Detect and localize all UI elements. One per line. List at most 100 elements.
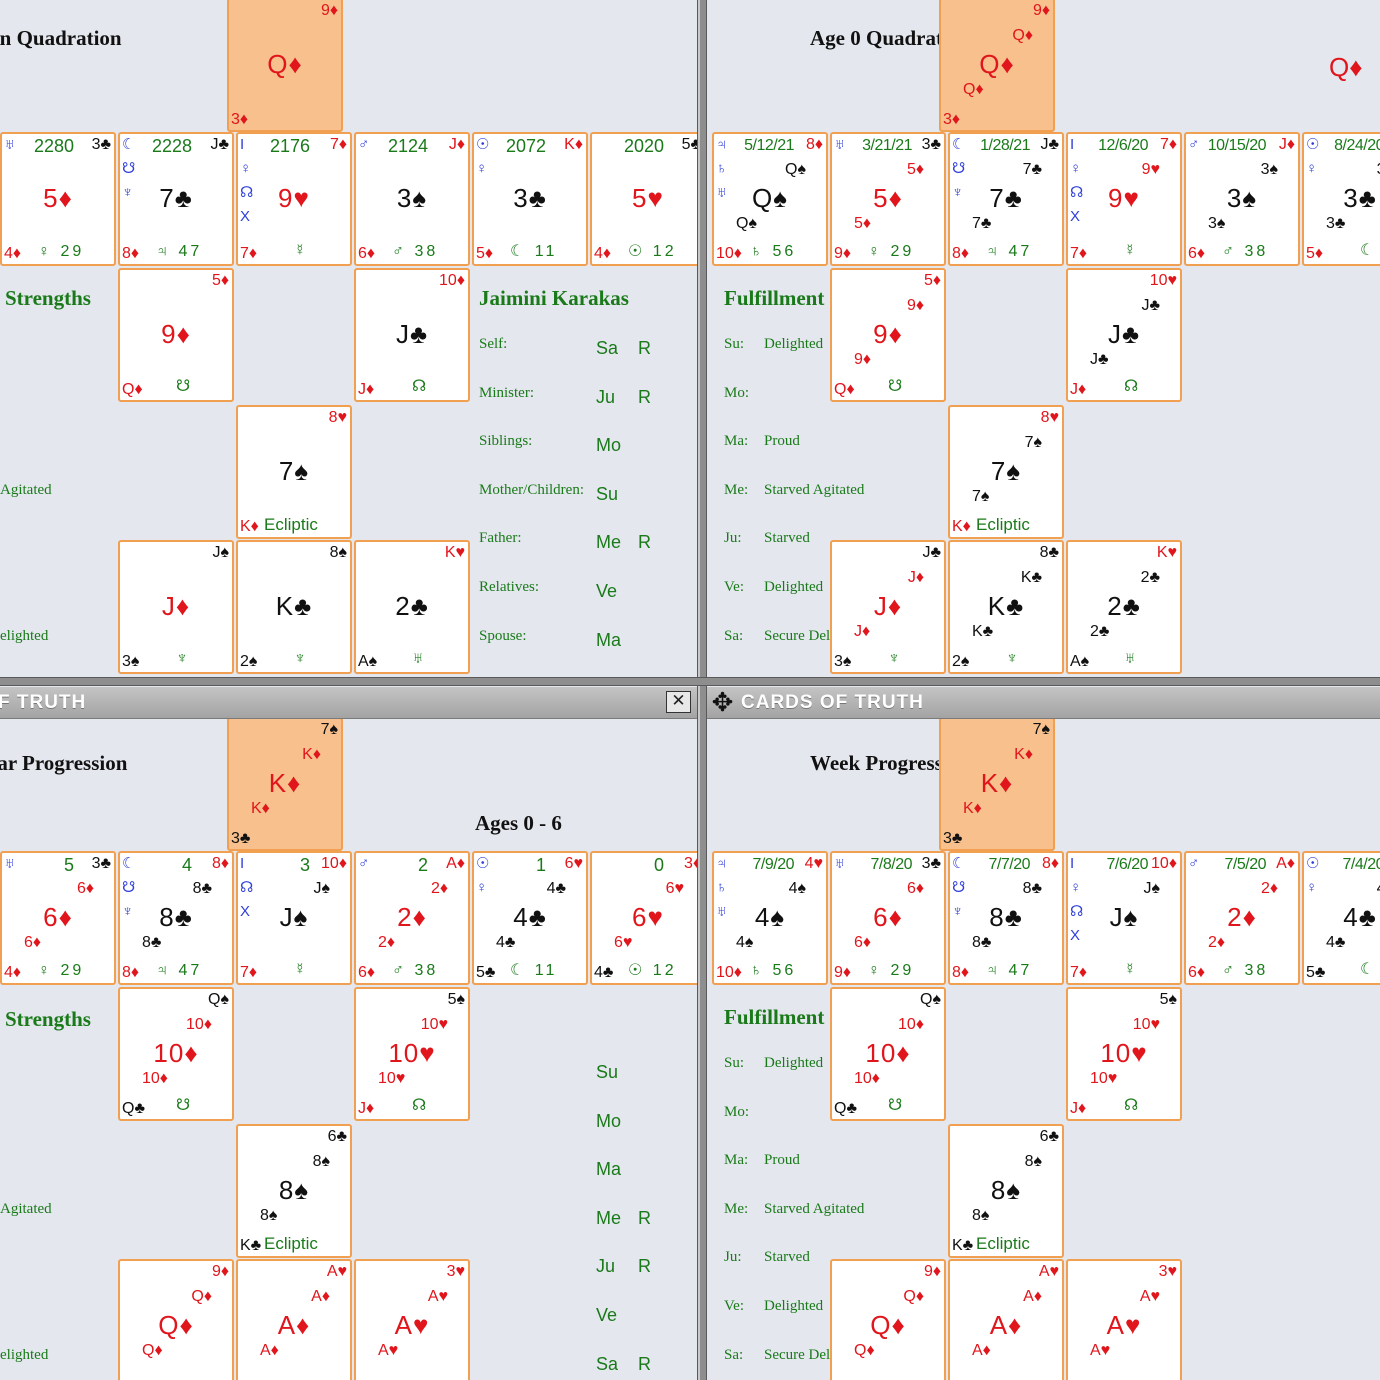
- strength-values: Delighted: [764, 1298, 824, 1314]
- title-bar-left[interactable]: F TRUTH ✕: [0, 687, 697, 719]
- card-sub-bottom: 10♦: [854, 1070, 880, 1087]
- card-row2_1[interactable]: Q♠ Q♣ 10♦ 10♦ 10♦ ☋: [118, 987, 234, 1121]
- card-row4_1[interactable]: 9♦ Q♦ Q♦ Q♦: [118, 1259, 234, 1380]
- card-row1_5[interactable]: 5♣ 4♦ 5♥ 2020 ☉ 12: [590, 132, 697, 266]
- card-row1_4[interactable]: J♦ 6♦ 3♠ 3♠ 3♠ 10/15/20 ♂ 38 ♂: [1184, 132, 1300, 266]
- card-corner-top: 6♣: [1039, 1128, 1059, 1145]
- card-row1_4[interactable]: A♦ 6♦ 2♦ 2♦ 2♦ 7/5/20 ♂ 38 ♂: [1184, 851, 1300, 985]
- card-row3_2[interactable]: 6♣ K♣ 8♠ 8♠ 8♠ Ecliptic: [236, 1124, 352, 1258]
- card-row1_2[interactable]: 8♦ 8♦ 8♣ 8♣ 8♣ 7/7/20 ♃ 47 ☾ ☋ ♆: [948, 851, 1064, 985]
- card-row2_1[interactable]: 5♦ Q♦ 9♦ ☋: [118, 268, 234, 402]
- card-sub-bottom: J♣: [1090, 351, 1109, 368]
- card-corner-top: A♥: [1038, 1263, 1059, 1280]
- card-corner-bottom: Q♣: [834, 1100, 857, 1117]
- card-age: 4: [181, 855, 192, 875]
- card-corner-bottom: 9♦: [834, 245, 852, 262]
- card-sub-top: Q♠: [785, 161, 806, 178]
- card-corner-top: 8♥: [328, 409, 347, 426]
- card-row4_3[interactable]: K♥ A♠ 2♣ 2♣ 2♣ ♅: [1066, 540, 1182, 674]
- card-row2_1[interactable]: Q♠ Q♣ 10♦ 10♦ 10♦ ☋: [830, 987, 946, 1121]
- card-row4_3[interactable]: K♥ A♠ 2♣ ♅: [354, 540, 470, 674]
- card-corner-top: Q♠: [208, 991, 229, 1008]
- card-row1_2[interactable]: 10♦ 7♦ J♠ J♠ 3 ☿ I ☊ X: [236, 851, 352, 985]
- planet-glyph-icon: I: [1070, 136, 1075, 153]
- close-icon[interactable]: ✕: [666, 691, 691, 713]
- strength-values: elighted: [0, 1346, 49, 1363]
- card-row1_1[interactable]: 3♣ 9♦ 6♦ 6♦ 6♦ 7/8/20 ♀ 29 ♅: [830, 851, 946, 985]
- card-row1_5[interactable]: 3♦4♣6♥6♥6♥0☉ 12: [590, 851, 697, 985]
- card-corner-bottom: K♦: [952, 518, 971, 535]
- card-planet-glyph: ♅: [1124, 650, 1136, 667]
- planet-glyph-icon: X: [240, 208, 251, 225]
- card-planet-glyph: ☾: [1360, 961, 1375, 978]
- card-row1_5[interactable]: 5♦3♣3♣3♣8/24/20☾☉♀: [1302, 132, 1380, 266]
- strength-line: Su: Delighted: [724, 336, 823, 353]
- card-top[interactable]: 7♠ 3♣ K♦ K♦ K♦: [939, 719, 1055, 851]
- card-row1_3[interactable]: A♦ 6♦ 2♦ 2♦ 2♦ 2 ♂ 38 ♂: [354, 851, 470, 985]
- card-row1_0[interactable]: 8♦ 10♦ Q♠ Q♠ Q♠ 5/12/21 ♄ 56 ♃ ♄ ♅: [712, 132, 828, 266]
- card-row4_3[interactable]: 3♥ A♥ A♥ A♥: [1066, 1259, 1182, 1380]
- window-title-right: CARDS OF TRUTH: [741, 692, 924, 713]
- strength-planet: Su:: [724, 336, 745, 352]
- karaka-planet: Su: [596, 483, 619, 504]
- card-row2_3[interactable]: 10♥ J♦ J♣ J♣ J♣ ☊: [1066, 268, 1182, 402]
- card-row4_2[interactable]: 8♣ 2♠ K♣ K♣ K♣ ♆: [948, 540, 1064, 674]
- card-row3_2[interactable]: 8♥ K♦ 7♠ Ecliptic: [236, 405, 352, 539]
- planet-list-retro: R: [638, 1256, 651, 1277]
- card-row1_0[interactable]: 4♥ 10♦ 4♠ 4♠ 4♠ 7/9/20 ♄ 56 ♃ ♄ ♅: [712, 851, 828, 985]
- card-row1_1[interactable]: J♣ 8♦ 7♣ 2228 ♃ 47 ☾ ☋ ♆: [118, 132, 234, 266]
- card-row2_3[interactable]: 10♦ J♦ J♣ ☊: [354, 268, 470, 402]
- card-corner-top: 3♣: [921, 855, 941, 872]
- ecliptic-label: Ecliptic: [264, 515, 318, 534]
- card-age: 0: [653, 855, 664, 875]
- card-row1_0[interactable]: 3♣ 4♦ 6♦ 6♦ 6♦ 5 ♀ 29 ♅: [0, 851, 116, 985]
- card-corner-bottom: 5♦: [476, 245, 494, 262]
- card-sub-top: A♥: [1139, 1288, 1160, 1305]
- card-corner-bottom: 4♣: [594, 964, 614, 981]
- card-row1_1[interactable]: 3♣ 9♦ 5♦ 5♦ 5♦ 3/21/21 ♀ 29 ♅: [830, 132, 946, 266]
- card-top[interactable]: 9♦ 3♦ Q♦: [227, 0, 343, 132]
- card-row4_2[interactable]: 8♠ 2♠ K♣ ♆: [236, 540, 352, 674]
- card-corner-top: 6♣: [327, 1128, 347, 1145]
- card-corner-bottom: Q♦: [834, 381, 855, 398]
- card-row1_2[interactable]: J♣ 8♦ 7♣ 7♣ 7♣ 1/28/21 ♃ 47 ☾ ☋ ♆: [948, 132, 1064, 266]
- card-row4_1[interactable]: J♣ 3♠ J♦ J♦ J♦ ♆: [830, 540, 946, 674]
- card-face: J♣: [1107, 319, 1141, 349]
- card-corner-bottom: 2♠: [952, 653, 970, 670]
- card-top[interactable]: 9♦ 3♦ Q♦ Q♦ Q♦: [939, 0, 1055, 132]
- card-row4_2[interactable]: A♥ A♦ A♦ A♦: [236, 1259, 352, 1380]
- card-face: 9♦: [873, 319, 903, 349]
- card-row1_0[interactable]: 3♣ 4♦ 5♦ 2280 ♀ 29 ♅: [0, 132, 116, 266]
- card-sub-bottom: Q♦: [963, 81, 984, 98]
- card-row2_3[interactable]: 5♠ J♦ 10♥ 10♥ 10♥ ☊: [354, 987, 470, 1121]
- card-face: 8♣: [989, 902, 1023, 932]
- card-row4_1[interactable]: J♠ 3♠ J♦ ♆: [118, 540, 234, 674]
- card-row1_4[interactable]: K♦ 5♦ 3♣ 2072 ☾ 11 ☉ ♀: [472, 132, 588, 266]
- planet-glyph-icon: ♀: [1070, 160, 1082, 177]
- card-row4_1[interactable]: 9♦ Q♦ Q♦ Q♦: [830, 1259, 946, 1380]
- strength-line: Ju: Starved: [724, 530, 810, 547]
- card-row3_2[interactable]: 8♥ K♦ 7♠ 7♠ 7♠ Ecliptic: [948, 405, 1064, 539]
- card-corner-top: 5♣: [681, 136, 697, 153]
- card-corner-top: 7♠: [1032, 721, 1050, 738]
- card-row2_1[interactable]: 5♦ Q♦ 9♦ 9♦ 9♦ ☋: [830, 268, 946, 402]
- card-row1_3[interactable]: 7♦ 7♦ 9♥ 9♥ 12/6/20 ☿ I ♀ ☊ X: [1066, 132, 1182, 266]
- card-row3_2[interactable]: 6♣ K♣ 8♠ 8♠ 8♠ Ecliptic: [948, 1124, 1064, 1258]
- card-row1_3[interactable]: J♦ 6♦ 3♠ 2124 ♂ 38 ♂: [354, 132, 470, 266]
- card-row4_3[interactable]: 3♥ A♥ A♥ A♥: [354, 1259, 470, 1380]
- title-bar-right[interactable]: ✥ CARDS OF TRUTH: [707, 687, 1380, 719]
- card-corner-top: 3♦: [683, 855, 697, 872]
- card-row1_5[interactable]: 5♣4♣4♣4♣7/4/20☾☉♀: [1302, 851, 1380, 985]
- horizontal-splitter[interactable]: [0, 677, 1380, 686]
- card-date: 7/5/20: [1224, 856, 1267, 873]
- card-row1_4[interactable]: 6♥ 5♣ 4♣ 4♣ 4♣ 1 ☾ 11 ☉ ♀: [472, 851, 588, 985]
- card-face: 10♦: [153, 1038, 199, 1068]
- card-row2_3[interactable]: 5♠ J♦ 10♥ 10♥ 10♥ ☊: [1066, 987, 1182, 1121]
- card-row1_3[interactable]: 10♦ 7♦ J♠ J♠ 7/6/20 ☿ I ♀ ☊ X: [1066, 851, 1182, 985]
- card-row4_2[interactable]: A♥ A♦ A♦ A♦: [948, 1259, 1064, 1380]
- move-icon[interactable]: ✥: [711, 688, 735, 718]
- vertical-splitter[interactable]: [697, 0, 707, 1380]
- card-top[interactable]: 7♠ 3♣ K♦ K♦ K♦: [227, 719, 343, 851]
- card-row1_1[interactable]: 8♦ 8♦ 8♣ 8♣ 8♣ 4 ♃ 47 ☾ ☋ ♆: [118, 851, 234, 985]
- card-row1_2[interactable]: 7♦ 7♦ 9♥ 2176 ☿ I ♀ ☊ X: [236, 132, 352, 266]
